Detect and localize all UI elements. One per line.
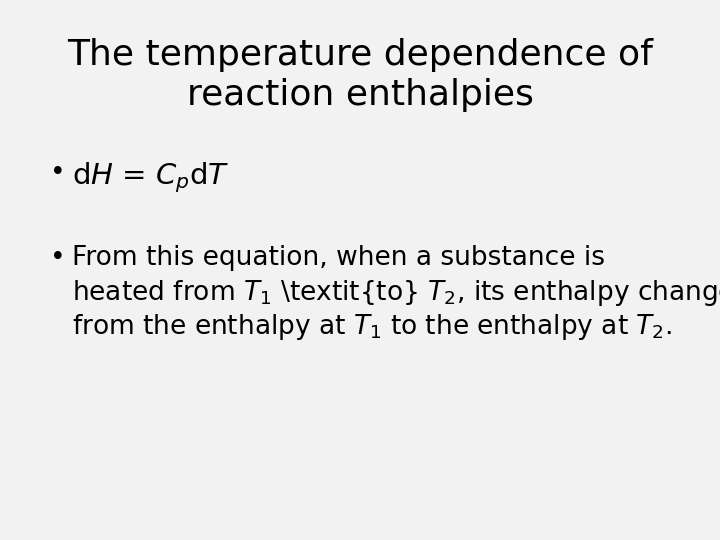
Text: from the enthalpy at $T_1$ to the enthalpy at $T_2$.: from the enthalpy at $T_1$ to the enthal… (72, 312, 672, 341)
Text: From this equation, when a substance is: From this equation, when a substance is (72, 245, 605, 271)
Text: d$H$ = $C_p$d$T$: d$H$ = $C_p$d$T$ (72, 160, 230, 194)
Text: •: • (50, 245, 66, 271)
Text: heated from $T_1$ \textit{to} $T_2$, its enthalpy changes: heated from $T_1$ \textit{to} $T_2$, its… (72, 278, 720, 308)
Text: The temperature dependence of: The temperature dependence of (67, 38, 653, 72)
Text: reaction enthalpies: reaction enthalpies (186, 78, 534, 112)
Text: •: • (50, 160, 66, 186)
